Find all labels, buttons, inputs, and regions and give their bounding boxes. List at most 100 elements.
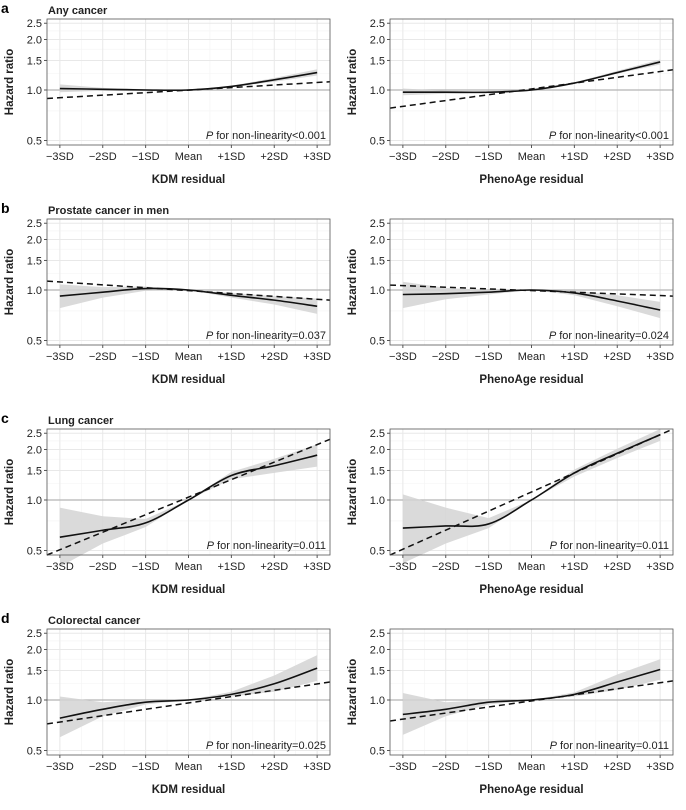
y-tick-label: 1.5 (27, 255, 42, 267)
x-axis-label: PhenoAge residual (479, 374, 583, 386)
p-value-text: for non-linearity<0.001 (556, 130, 669, 142)
x-tick-label: −1SD (132, 561, 160, 573)
x-tick-label: Mean (175, 351, 203, 363)
x-tick-label: −1SD (475, 761, 503, 773)
x-tick-label: +1SD (217, 561, 245, 573)
x-tick-label: −2SD (432, 761, 460, 773)
y-tick-label: 2.0 (370, 645, 385, 657)
x-tick-label: +2SD (603, 351, 631, 363)
x-tick-label: −1SD (132, 151, 160, 163)
p-value-annotation: P for non-linearity<0.001 (549, 130, 669, 142)
p-value-text: for non-linearity=0.011 (557, 540, 669, 552)
p-value-annotation: P for non-linearity=0.037 (206, 330, 326, 342)
y-tick-label: 1.0 (370, 695, 385, 707)
p-value-text: for non-linearity=0.037 (213, 330, 326, 342)
x-tick-label: Mean (518, 561, 546, 573)
x-tick-label: −1SD (475, 151, 503, 163)
y-tick-label: 1.0 (27, 285, 42, 297)
panel-title: Any cancer (48, 5, 108, 17)
y-axis-label: Hazard ratio (4, 49, 16, 115)
panel-title: Prostate cancer in men (48, 205, 169, 217)
y-axis-label: Hazard ratio (4, 249, 16, 315)
y-tick-label: 2.5 (370, 218, 385, 230)
x-axis-label: KDM residual (152, 784, 226, 796)
y-tick-label: 1.5 (370, 465, 385, 477)
x-tick-label: +2SD (260, 561, 288, 573)
y-tick-label: 1.5 (27, 465, 42, 477)
y-tick-label: 0.5 (27, 135, 42, 147)
x-tick-label: +2SD (260, 351, 288, 363)
x-tick-label: +3SD (646, 351, 674, 363)
y-tick-label: 2.0 (27, 445, 42, 457)
panel-letter: b (1, 200, 10, 216)
x-axis-label: KDM residual (152, 174, 226, 186)
y-tick-label: 2.0 (27, 645, 42, 657)
y-tick-label: 0.5 (27, 545, 42, 557)
x-tick-label: +1SD (217, 761, 245, 773)
x-axis-label: PhenoAge residual (479, 784, 583, 796)
x-tick-label: −3SD (389, 351, 417, 363)
p-value-annotation: P for non-linearity=0.024 (549, 330, 669, 342)
p-value-text: for non-linearity=0.025 (213, 740, 326, 752)
x-tick-label: −3SD (389, 151, 417, 163)
y-axis-label: Hazard ratio (4, 659, 16, 725)
y-tick-label: 1.5 (370, 665, 385, 677)
y-tick-label: 1.0 (370, 285, 385, 297)
p-value-annotation: P for non-linearity=0.011 (207, 540, 326, 552)
y-tick-label: 2.5 (27, 628, 42, 640)
x-tick-label: +3SD (646, 561, 674, 573)
y-tick-label: 0.5 (370, 335, 385, 347)
x-tick-label: +3SD (303, 561, 331, 573)
y-tick-label: 0.5 (27, 745, 42, 757)
x-tick-label: +1SD (560, 151, 588, 163)
y-tick-label: 1.5 (27, 665, 42, 677)
x-tick-label: Mean (518, 151, 546, 163)
y-tick-label: 1.0 (27, 85, 42, 97)
x-tick-label: −2SD (89, 761, 117, 773)
x-tick-label: +3SD (303, 151, 331, 163)
x-tick-label: −2SD (89, 561, 117, 573)
y-tick-label: 2.0 (27, 235, 42, 247)
p-value-annotation: P for non-linearity<0.001 (206, 130, 326, 142)
x-tick-label: −2SD (432, 351, 460, 363)
p-value-annotation: P for non-linearity=0.025 (206, 740, 326, 752)
panel-title: Lung cancer (48, 415, 114, 427)
y-tick-label: 1.0 (27, 495, 42, 507)
x-tick-label: −2SD (432, 151, 460, 163)
y-tick-label: 2.5 (370, 428, 385, 440)
y-tick-label: 1.0 (370, 495, 385, 507)
x-tick-label: +3SD (303, 351, 331, 363)
panel-letter: c (1, 410, 9, 426)
x-tick-label: −3SD (46, 561, 74, 573)
x-axis-label: KDM residual (152, 584, 226, 596)
x-tick-label: +3SD (646, 151, 674, 163)
y-axis-label: Hazard ratio (347, 49, 359, 115)
y-tick-label: 2.5 (370, 628, 385, 640)
y-tick-label: 1.5 (27, 55, 42, 67)
x-tick-label: +2SD (260, 761, 288, 773)
x-tick-label: −1SD (475, 561, 503, 573)
y-tick-label: 2.5 (27, 218, 42, 230)
y-tick-label: 1.0 (27, 695, 42, 707)
y-tick-label: 2.0 (370, 235, 385, 247)
p-value-text: for non-linearity=0.024 (556, 330, 669, 342)
y-axis-label: Hazard ratio (347, 659, 359, 725)
panel-title: Colorectal cancer (48, 615, 141, 627)
y-axis-label: Hazard ratio (347, 249, 359, 315)
panel-letter: d (1, 610, 10, 626)
x-tick-label: −3SD (46, 151, 74, 163)
